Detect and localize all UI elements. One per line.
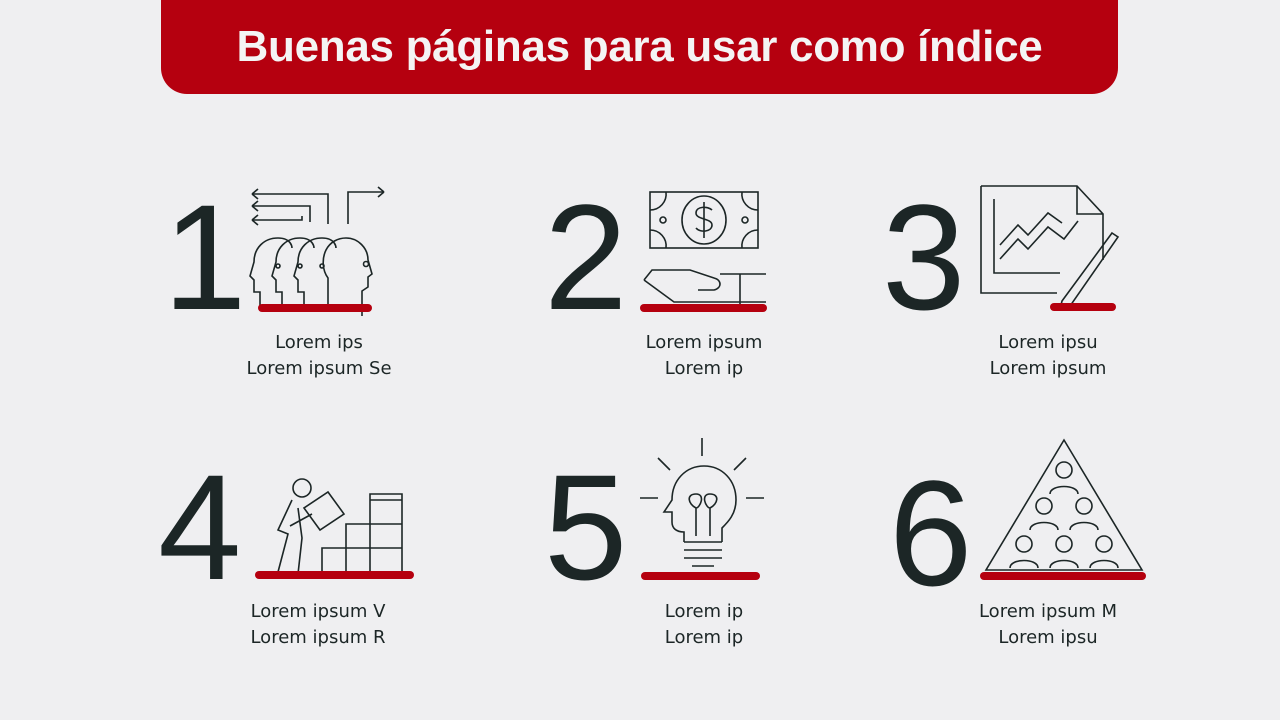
item-number: 5 bbox=[544, 443, 628, 611]
people-pyramid-icon bbox=[984, 438, 1144, 571]
item-caption: Lorem ips Lorem ipsum Se bbox=[199, 330, 439, 382]
caption-line: Lorem ipsu bbox=[998, 332, 1098, 353]
item-caption: Lorem ipsum M Lorem ipsu bbox=[928, 599, 1168, 651]
caption-line: Lorem ip bbox=[664, 601, 744, 622]
item-caption: Lorem ipsu Lorem ipsum bbox=[928, 330, 1168, 382]
accent-underline bbox=[1050, 303, 1116, 311]
page-title: Buenas páginas para usar como índice bbox=[236, 22, 1043, 71]
item-number: 1 bbox=[163, 173, 247, 341]
caption-line: Lorem ipsum M bbox=[978, 601, 1118, 622]
item-caption: Lorem ipsum Lorem ip bbox=[584, 330, 824, 382]
accent-underline bbox=[258, 304, 372, 312]
item-number: 2 bbox=[544, 173, 628, 341]
accent-underline bbox=[980, 572, 1146, 580]
caption-line: Lorem ipsu bbox=[998, 627, 1098, 648]
lightbulb-head-icon bbox=[640, 438, 764, 567]
accent-underline bbox=[640, 304, 767, 312]
people-heads-arrows-icon bbox=[249, 186, 385, 316]
item-number: 4 bbox=[158, 443, 242, 611]
caption-line: Lorem ip bbox=[664, 358, 744, 379]
chart-document-pencil-icon bbox=[980, 185, 1120, 310]
title-banner: Buenas páginas para usar como índice bbox=[161, 0, 1118, 94]
caption-line: Lorem ipsum Se bbox=[246, 358, 392, 379]
item-caption: Lorem ipsum V Lorem ipsum R bbox=[198, 599, 438, 651]
accent-underline bbox=[255, 571, 414, 579]
caption-line: Lorem ipsum V bbox=[250, 601, 386, 622]
worker-building-blocks-icon bbox=[276, 478, 403, 575]
item-caption: Lorem ip Lorem ip bbox=[584, 599, 824, 651]
hand-money-icon bbox=[643, 191, 766, 304]
caption-line: Lorem ipsum bbox=[989, 358, 1107, 379]
item-number: 6 bbox=[889, 449, 973, 617]
item-number: 3 bbox=[882, 173, 966, 341]
caption-line: Lorem ipsum R bbox=[250, 627, 386, 648]
accent-underline bbox=[641, 572, 760, 580]
caption-line: Lorem ips bbox=[275, 332, 363, 353]
caption-line: Lorem ipsum bbox=[645, 332, 763, 353]
caption-line: Lorem ip bbox=[664, 627, 744, 648]
